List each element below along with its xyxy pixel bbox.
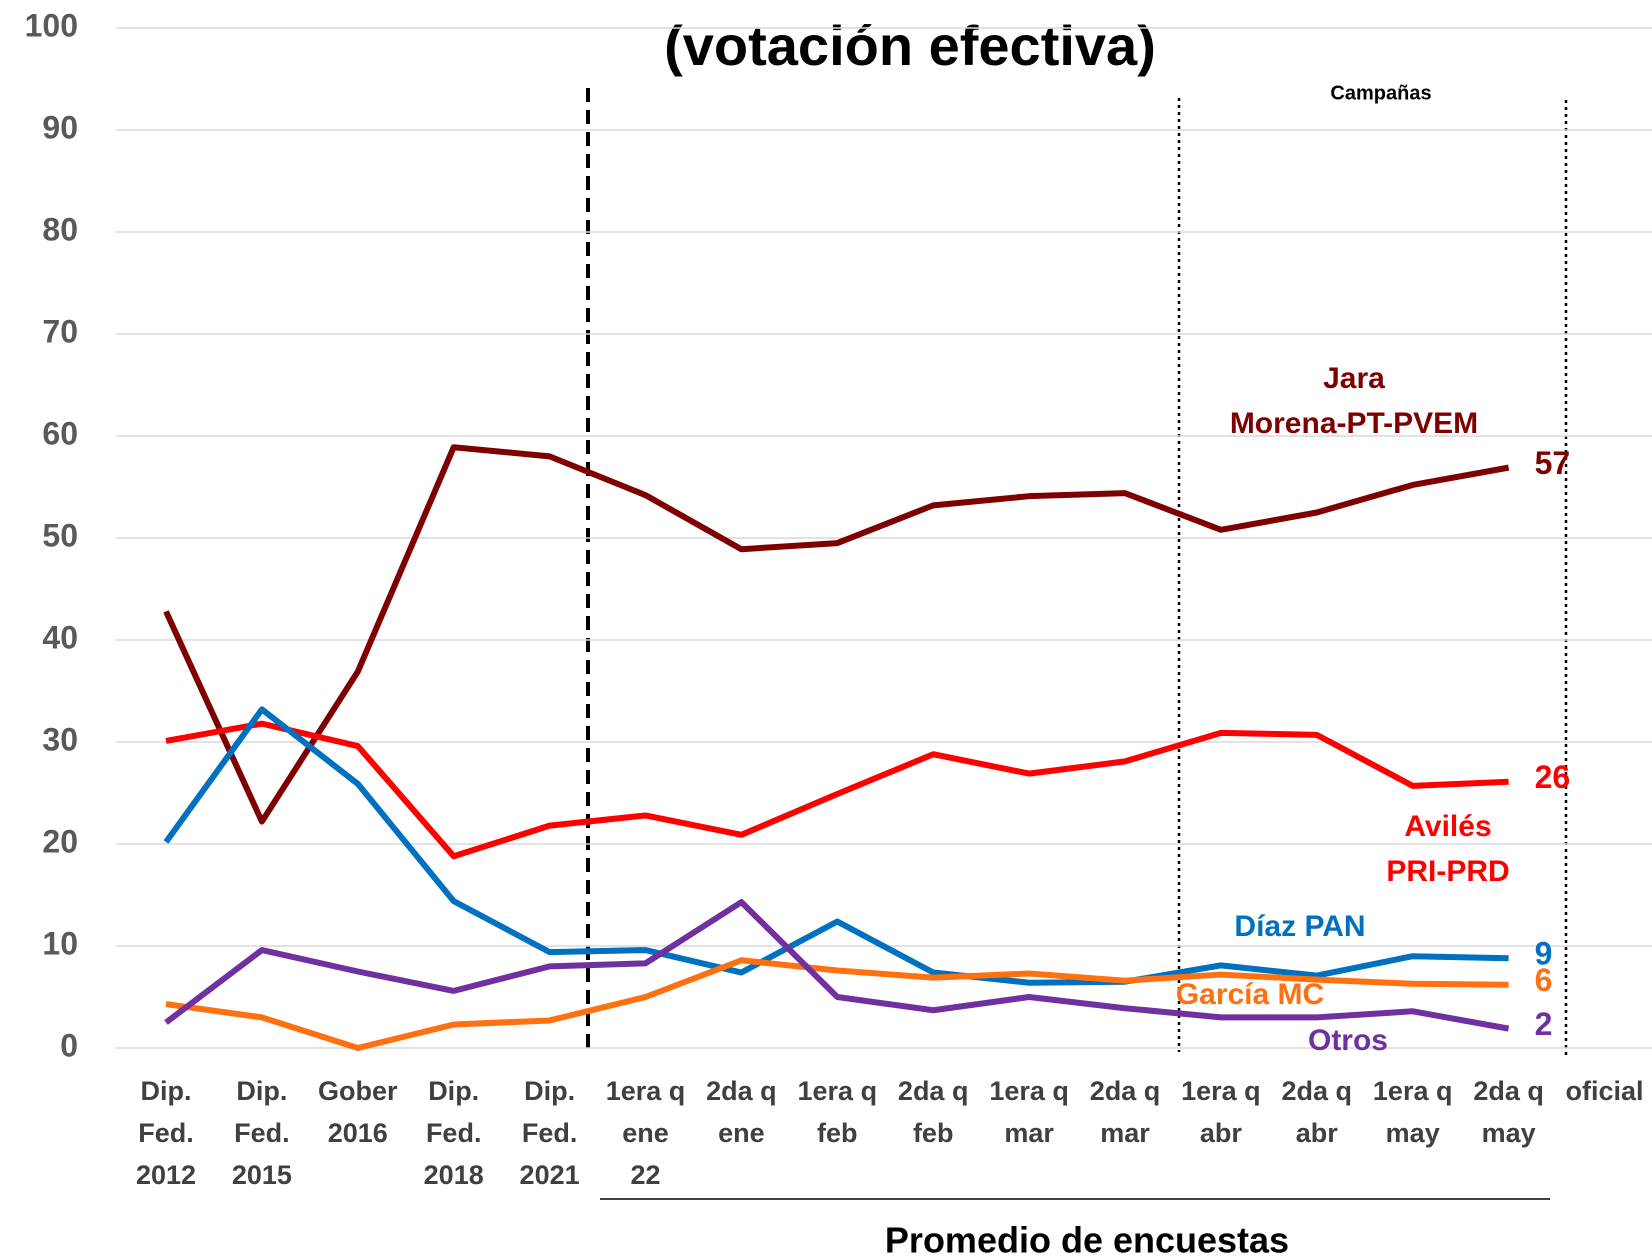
y-tick-label: 20 — [42, 823, 78, 859]
x-tick-label: Dip. Fed. 2021 — [520, 1076, 580, 1190]
x-tick-label: 1era q may — [1373, 1076, 1453, 1148]
x-tick-label: oficial — [1565, 1076, 1643, 1106]
value-label: 57 — [1535, 445, 1571, 481]
y-tick-label: 50 — [42, 517, 78, 553]
series-label: Díaz PAN — [1234, 910, 1365, 943]
y-tick-label: 70 — [42, 313, 78, 349]
x-tick-label: 2da q abr — [1282, 1076, 1353, 1148]
y-tick-label: 80 — [42, 211, 78, 247]
y-tick-label: 60 — [42, 415, 78, 451]
series-line — [165, 720, 1509, 860]
x-tick-label: 2da q feb — [898, 1076, 969, 1148]
chart-title: (votación efectiva) — [664, 14, 1156, 77]
series-label: García MC — [1176, 978, 1324, 1011]
y-tick-label: 0 — [60, 1027, 78, 1063]
x-group-label: Promedio de encuestas — [885, 1220, 1289, 1259]
x-tick-label: 1era q abr — [1181, 1076, 1261, 1148]
series-label: Avilés PRI-PRD — [1386, 810, 1509, 888]
y-tick-label: 40 — [42, 619, 78, 655]
value-label: 2 — [1535, 1006, 1553, 1042]
y-tick-label: 10 — [42, 925, 78, 961]
value-label: 6 — [1535, 962, 1553, 998]
y-tick-label: 90 — [42, 109, 78, 145]
y-tick-label: 100 — [25, 7, 78, 43]
x-tick-label: Gober 2016 — [318, 1076, 398, 1148]
series-label: Otros — [1308, 1024, 1388, 1057]
y-tick-label: 30 — [42, 721, 78, 757]
series-label: Jara Morena-PT-PVEM — [1230, 362, 1478, 440]
series-line — [164, 899, 1510, 1032]
annotation: Campañas — [1330, 82, 1431, 104]
x-tick-label: 1era q mar — [989, 1076, 1069, 1148]
x-tick-label: Dip. Fed. 2015 — [232, 1076, 292, 1190]
x-tick-label: Dip. Fed. 2012 — [136, 1076, 196, 1190]
value-label: 26 — [1535, 759, 1571, 795]
series-line — [163, 444, 1510, 825]
series-line — [163, 706, 1509, 986]
x-tick-label: 2da q ene — [706, 1076, 777, 1148]
x-tick-label: 1era q feb — [798, 1076, 878, 1148]
x-tick-label: 1era q ene 22 — [606, 1076, 686, 1190]
x-tick-label: 2da q mar — [1090, 1076, 1161, 1148]
value-label: 9 — [1535, 936, 1553, 972]
x-tick-label: 2da q may — [1473, 1076, 1544, 1148]
series-line — [165, 957, 1509, 1051]
x-tick-label: Dip. Fed. 2018 — [424, 1076, 484, 1190]
